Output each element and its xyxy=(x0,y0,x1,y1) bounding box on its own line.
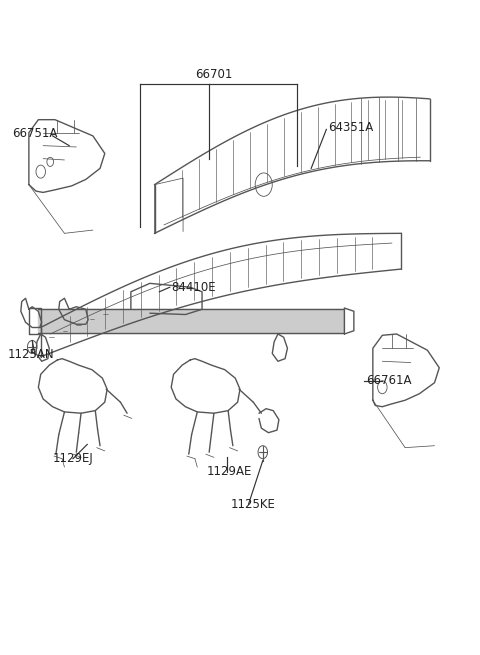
Text: 1129EJ: 1129EJ xyxy=(53,452,93,465)
Text: 66761A: 66761A xyxy=(366,374,411,387)
Text: 1125AN: 1125AN xyxy=(8,348,54,362)
Text: 84410E: 84410E xyxy=(171,281,216,293)
Text: 64351A: 64351A xyxy=(328,121,373,134)
Text: 66751A: 66751A xyxy=(12,128,58,140)
Text: 1129AE: 1129AE xyxy=(207,465,252,478)
Text: 1125KE: 1125KE xyxy=(230,498,276,511)
Text: 66701: 66701 xyxy=(195,67,233,81)
